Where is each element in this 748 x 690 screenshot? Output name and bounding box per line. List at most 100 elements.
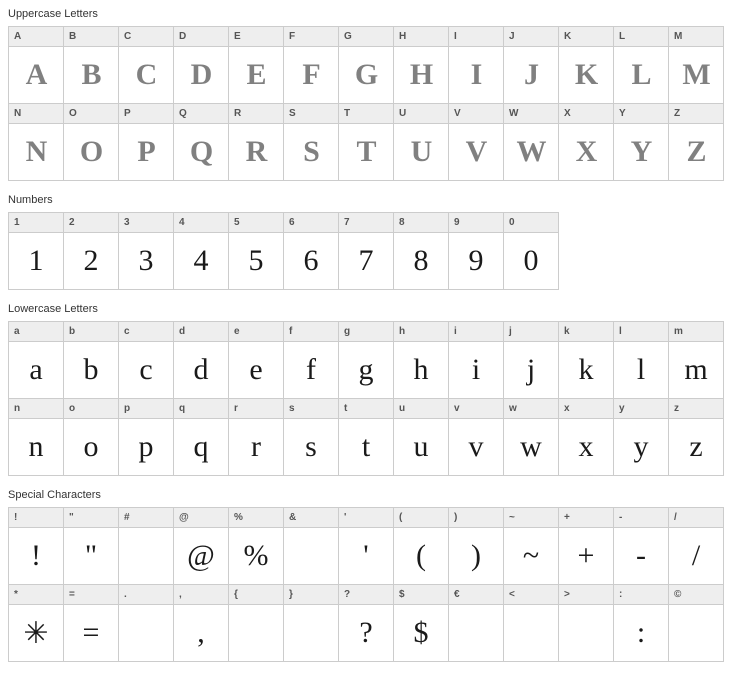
char-cell[interactable]: BB — [63, 26, 119, 104]
char-cell[interactable]: bb — [63, 321, 119, 399]
char-cell[interactable]: nn — [8, 398, 64, 476]
char-label: Z — [669, 104, 723, 124]
char-cell[interactable]: qq — [173, 398, 229, 476]
char-cell[interactable]: 77 — [338, 212, 394, 290]
char-cell[interactable]: ++ — [558, 507, 614, 585]
char-cell[interactable]: :: — [613, 584, 669, 662]
char-cell[interactable]: AA — [8, 26, 64, 104]
char-cell[interactable]: !! — [8, 507, 64, 585]
char-cell[interactable]: } — [283, 584, 339, 662]
char-cell[interactable]: mm — [668, 321, 724, 399]
char-cell[interactable]: QQ — [173, 103, 229, 181]
char-cell[interactable]: jj — [503, 321, 559, 399]
char-cell[interactable]: oo — [63, 398, 119, 476]
char-cell[interactable]: rr — [228, 398, 284, 476]
char-cell[interactable]: 55 — [228, 212, 284, 290]
char-glyph: P — [119, 124, 173, 180]
char-label: H — [394, 27, 448, 47]
char-cell[interactable]: // — [668, 507, 724, 585]
char-label: N — [9, 104, 63, 124]
char-cell[interactable]: > — [558, 584, 614, 662]
char-label: f — [284, 322, 338, 342]
char-cell[interactable]: ?? — [338, 584, 394, 662]
char-glyph: W — [504, 124, 558, 180]
char-cell[interactable]: 99 — [448, 212, 504, 290]
char-cell[interactable]: © — [668, 584, 724, 662]
char-cell[interactable]: { — [228, 584, 284, 662]
char-cell[interactable]: kk — [558, 321, 614, 399]
char-cell[interactable]: gg — [338, 321, 394, 399]
char-cell[interactable]: ii — [448, 321, 504, 399]
char-cell[interactable]: GG — [338, 26, 394, 104]
char-cell[interactable]: (( — [393, 507, 449, 585]
char-label: @ — [174, 508, 228, 528]
char-cell[interactable]: 66 — [283, 212, 339, 290]
char-glyph: V — [449, 124, 503, 180]
char-cell[interactable]: WW — [503, 103, 559, 181]
char-cell[interactable]: 88 — [393, 212, 449, 290]
char-cell[interactable]: CC — [118, 26, 174, 104]
char-cell[interactable]: ee — [228, 321, 284, 399]
char-cell[interactable]: KK — [558, 26, 614, 104]
char-cell[interactable]: . — [118, 584, 174, 662]
char-cell[interactable]: & — [283, 507, 339, 585]
char-cell[interactable]: hh — [393, 321, 449, 399]
section: Special Characters!!""#@@%%&''(())~~++--… — [8, 489, 740, 661]
char-cell[interactable]: PP — [118, 103, 174, 181]
char-cell[interactable]: JJ — [503, 26, 559, 104]
char-cell[interactable]: LL — [613, 26, 669, 104]
char-cell[interactable]: ww — [503, 398, 559, 476]
char-cell[interactable]: 22 — [63, 212, 119, 290]
char-cell[interactable]: RR — [228, 103, 284, 181]
char-cell[interactable]: FF — [283, 26, 339, 104]
char-cell[interactable]: )) — [448, 507, 504, 585]
char-cell[interactable]: cc — [118, 321, 174, 399]
char-cell[interactable]: zz — [668, 398, 724, 476]
char-cell[interactable]: VV — [448, 103, 504, 181]
char-cell[interactable]: ZZ — [668, 103, 724, 181]
char-cell[interactable]: 11 — [8, 212, 64, 290]
char-cell[interactable]: NN — [8, 103, 64, 181]
char-cell[interactable]: "" — [63, 507, 119, 585]
char-cell[interactable]: 33 — [118, 212, 174, 290]
char-cell[interactable]: MM — [668, 26, 724, 104]
char-cell[interactable]: UU — [393, 103, 449, 181]
char-cell[interactable]: ff — [283, 321, 339, 399]
char-cell[interactable]: xx — [558, 398, 614, 476]
char-cell[interactable]: -- — [613, 507, 669, 585]
char-cell[interactable]: 00 — [503, 212, 559, 290]
char-cell[interactable]: ,, — [173, 584, 229, 662]
char-cell[interactable]: *✳ — [8, 584, 64, 662]
char-cell[interactable]: %% — [228, 507, 284, 585]
char-cell[interactable]: tt — [338, 398, 394, 476]
char-cell[interactable]: == — [63, 584, 119, 662]
char-cell[interactable]: uu — [393, 398, 449, 476]
char-cell[interactable]: ll — [613, 321, 669, 399]
char-cell[interactable]: OO — [63, 103, 119, 181]
char-cell[interactable]: DD — [173, 26, 229, 104]
char-cell[interactable]: € — [448, 584, 504, 662]
char-cell[interactable]: aa — [8, 321, 64, 399]
char-cell[interactable]: # — [118, 507, 174, 585]
char-cell[interactable]: 44 — [173, 212, 229, 290]
char-cell[interactable]: EE — [228, 26, 284, 104]
char-cell[interactable]: ~~ — [503, 507, 559, 585]
char-cell[interactable]: YY — [613, 103, 669, 181]
char-cell[interactable]: pp — [118, 398, 174, 476]
char-cell[interactable]: II — [448, 26, 504, 104]
char-cell[interactable]: '' — [338, 507, 394, 585]
char-cell[interactable]: XX — [558, 103, 614, 181]
char-cell[interactable]: yy — [613, 398, 669, 476]
char-glyph: G — [339, 47, 393, 103]
char-cell[interactable]: TT — [338, 103, 394, 181]
char-cell[interactable]: ss — [283, 398, 339, 476]
char-glyph: v — [449, 419, 503, 475]
char-cell[interactable]: vv — [448, 398, 504, 476]
char-label: Q — [174, 104, 228, 124]
char-cell[interactable]: HH — [393, 26, 449, 104]
char-cell[interactable]: $$ — [393, 584, 449, 662]
char-cell[interactable]: @@ — [173, 507, 229, 585]
char-cell[interactable]: < — [503, 584, 559, 662]
char-cell[interactable]: SS — [283, 103, 339, 181]
char-cell[interactable]: dd — [173, 321, 229, 399]
